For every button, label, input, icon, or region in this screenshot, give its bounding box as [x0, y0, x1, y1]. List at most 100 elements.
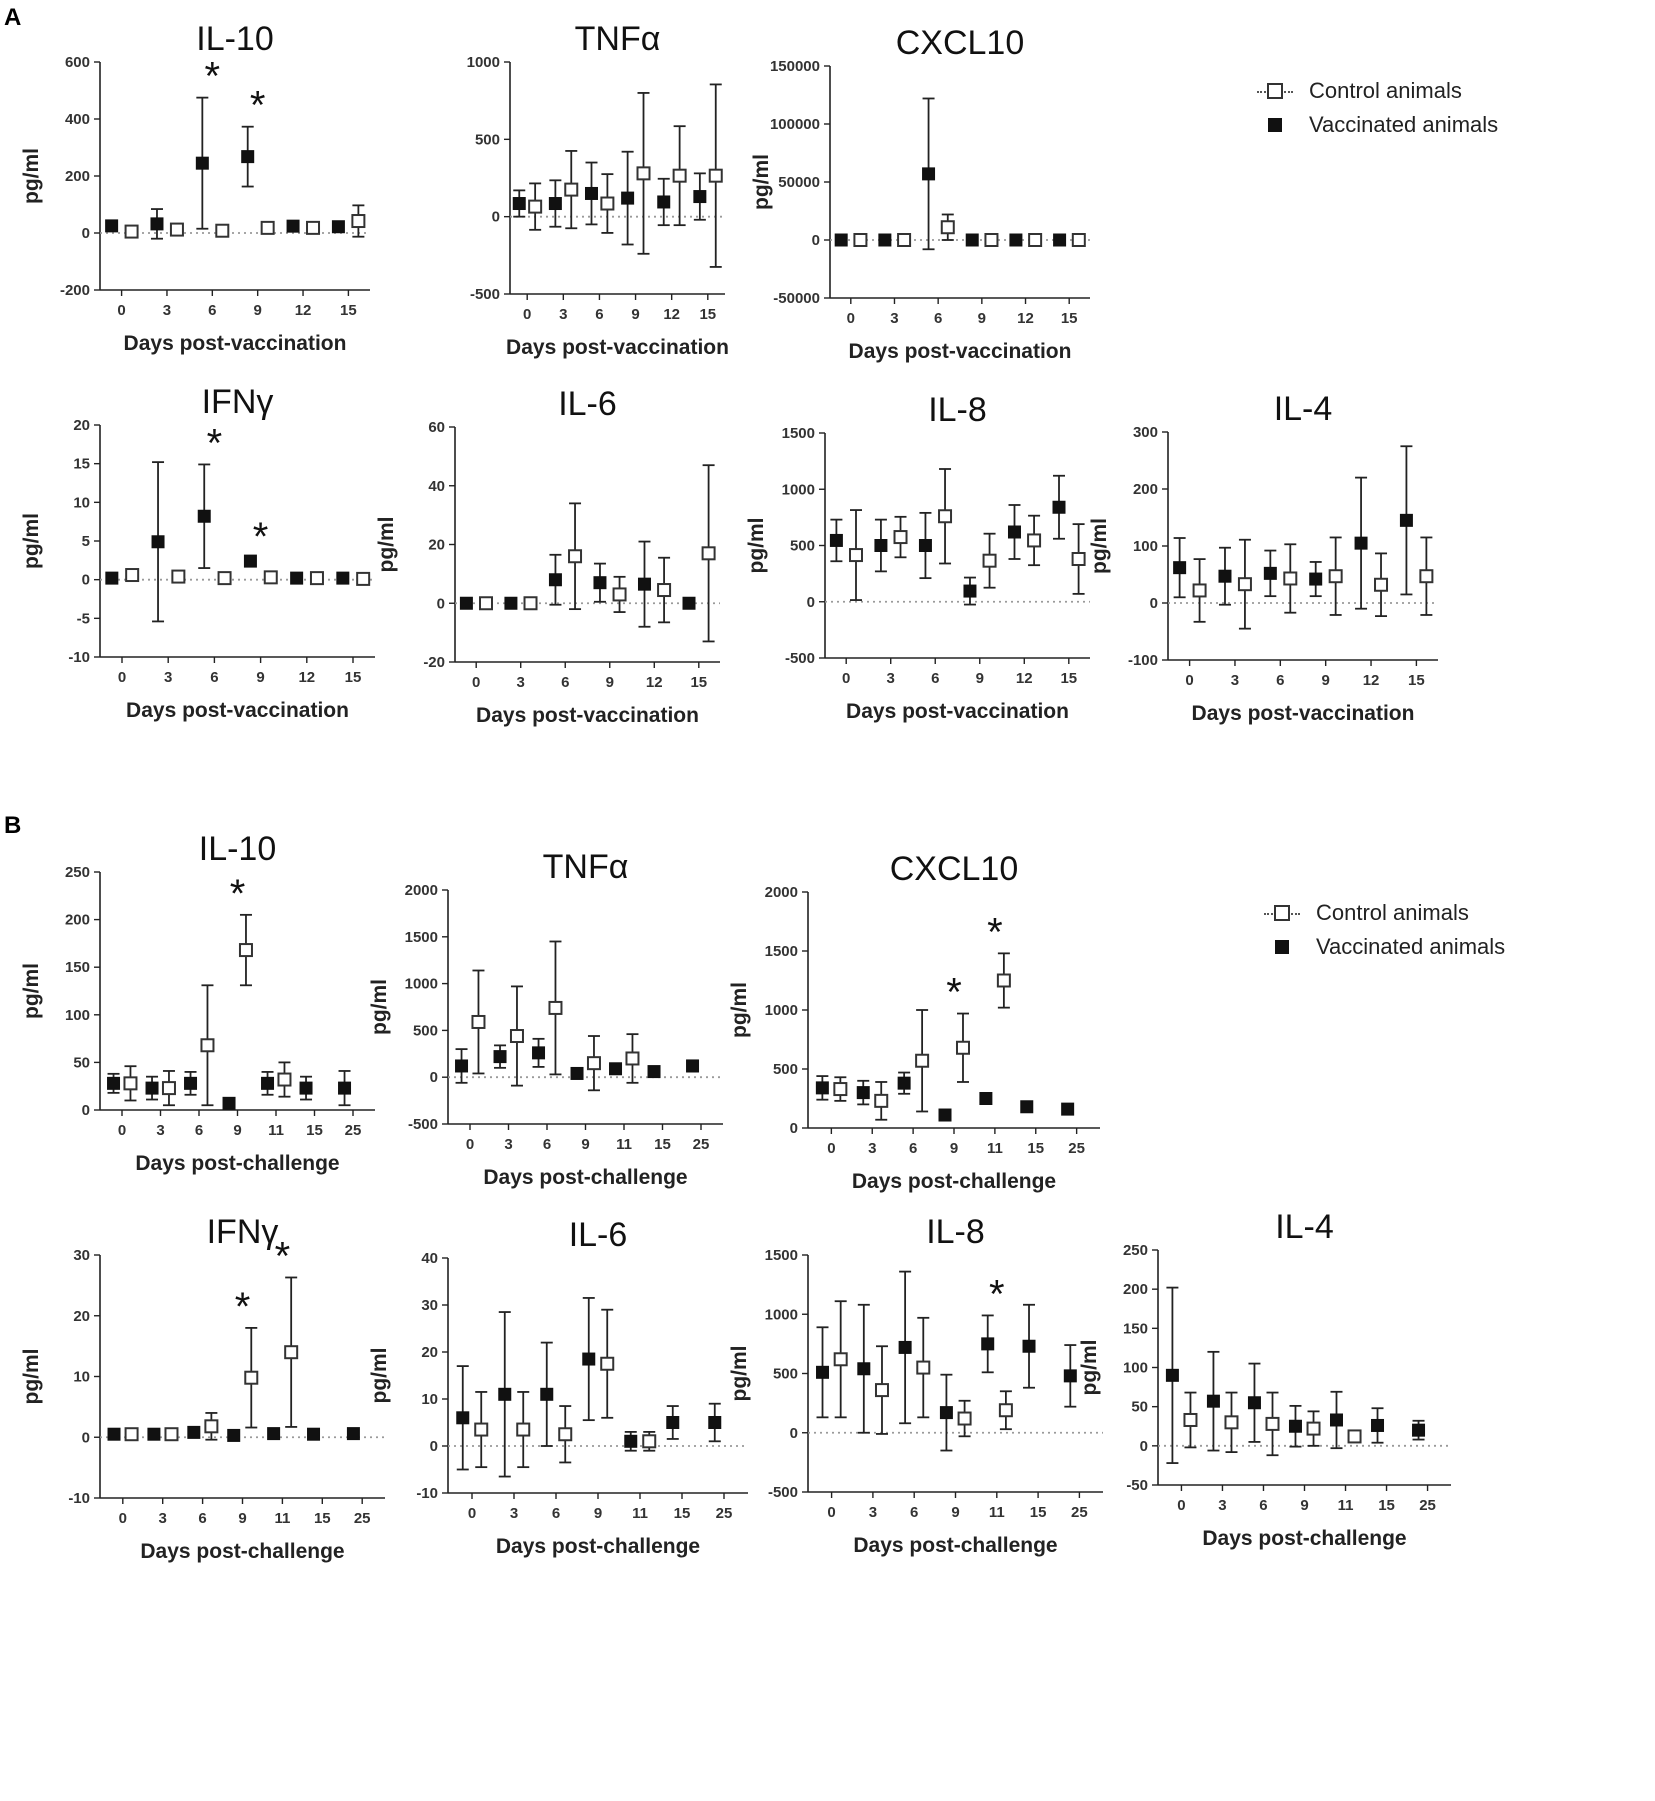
x-tick-label: 25: [354, 1510, 371, 1527]
x-axis-label: Days post-challenge: [135, 1152, 339, 1175]
control-point: [548, 1000, 563, 1015]
x-tick-label: 11: [989, 1504, 1005, 1521]
control-point: [897, 233, 912, 247]
x-tick-label: 3: [890, 310, 898, 327]
x-tick-label: 6: [1276, 672, 1284, 689]
x-tick-label: 0: [466, 1136, 474, 1153]
chart-b-il10: IL-10 0 50 100 150 200 250 0 3 6 9 11 15 25 Days post-…: [20, 830, 375, 1175]
x-tick-label: 15: [1027, 1140, 1044, 1157]
control-point: [625, 1051, 640, 1066]
y-tick-label: -50000: [773, 290, 820, 307]
y-tick-label: 0: [430, 1069, 438, 1086]
vaccinated-point: [939, 1406, 953, 1420]
control-point: [1306, 1421, 1321, 1436]
control-point: [982, 553, 997, 568]
x-axis-label: Days post-vaccination: [846, 700, 1069, 723]
x-tick-label: 9: [254, 302, 262, 319]
y-tick-label: 100000: [770, 116, 820, 133]
x-axis-label: Days post-vaccination: [1192, 702, 1415, 725]
y-tick-label: 1000: [765, 1306, 798, 1323]
x-tick-label: 9: [976, 670, 984, 687]
chart-a-ifng: IFNγ -10 -5 0 5 10 15 20 0 3 6 9 12 15 Days post-vacci…: [20, 383, 375, 722]
control-point: [1419, 569, 1434, 584]
legend-label-control: Control animals: [1316, 900, 1469, 925]
y-axis-label: pg/ml: [745, 518, 768, 574]
vaccinated-point: [147, 1427, 161, 1441]
y-tick-label: 100: [1133, 538, 1158, 555]
vaccinated-point: [834, 233, 848, 247]
x-tick-label: 0: [523, 306, 531, 323]
vaccinated-point: [540, 1387, 554, 1401]
y-tick-label: 250: [1123, 1242, 1148, 1259]
chart-a-il10: IL-10 -200 0 200 400 600 0 3 6 9 12 15 Days post-vac…: [20, 20, 370, 355]
vaccinated-point: [336, 571, 350, 585]
control-point: [1027, 533, 1042, 548]
control-point: [217, 571, 232, 586]
control-marker-icon: [1262, 905, 1302, 921]
control-point: [124, 1427, 139, 1442]
x-tick-label: 6: [198, 1510, 206, 1527]
x-tick-label: 3: [163, 302, 171, 319]
y-tick-label: 500: [413, 1022, 438, 1039]
vaccinated-point: [856, 1086, 870, 1100]
control-point: [263, 570, 278, 585]
vaccinated-point: [1206, 1394, 1220, 1408]
x-tick-label: 11: [632, 1505, 648, 1522]
control-point: [874, 1383, 889, 1398]
x-tick-label: 11: [268, 1122, 284, 1139]
chart-b-ifng: IFNγ -10 0 10 20 30 0 3 6 9 11 15 25 Days post-challe…: [20, 1213, 385, 1563]
y-tick-label: 50: [1131, 1399, 1148, 1416]
vaccinated-point: [241, 150, 255, 164]
y-tick-label: 30: [73, 1247, 90, 1264]
vaccinated-point: [1053, 233, 1067, 247]
vaccinated-point: [637, 577, 651, 591]
x-tick-label: 0: [468, 1505, 476, 1522]
x-tick-label: 15: [314, 1510, 331, 1527]
y-tick-label: 0: [82, 1102, 90, 1119]
y-tick-label: 100: [65, 1007, 90, 1024]
vaccinated-point: [498, 1387, 512, 1401]
significance-star: *: [205, 55, 221, 99]
y-tick-label: 400: [65, 111, 90, 128]
y-tick-label: 200: [1133, 481, 1158, 498]
vaccinated-point: [1063, 1369, 1077, 1383]
vaccinated-point: [290, 571, 304, 585]
significance-star: *: [253, 515, 269, 559]
y-tick-label: 0: [82, 572, 90, 589]
vaccinated-point: [455, 1059, 469, 1073]
x-tick-label: 3: [159, 1510, 167, 1527]
control-point: [200, 1038, 215, 1053]
vaccinated-point: [922, 167, 936, 181]
vaccinated-point: [918, 539, 932, 552]
x-axis-label: Days post-vaccination: [849, 340, 1072, 363]
vaccinated-point: [243, 554, 257, 568]
control-point: [833, 1082, 848, 1097]
control-point: [957, 1411, 972, 1426]
control-point: [893, 530, 908, 545]
x-axis-label: Days post-vaccination: [126, 699, 349, 722]
y-tick-label: 250: [65, 864, 90, 881]
y-tick-label: 500: [790, 538, 815, 555]
vaccinated-marker-icon: [1255, 118, 1295, 132]
vaccinated-point: [187, 1425, 201, 1439]
vaccinated-point: [1007, 525, 1021, 539]
vaccinated-point: [963, 584, 977, 598]
y-axis-label: pg/ml: [368, 1348, 391, 1404]
panel-label-a: A: [4, 4, 22, 31]
x-tick-label: 25: [345, 1122, 362, 1139]
y-axis-label: pg/ml: [20, 513, 43, 569]
x-tick-label: 15: [699, 306, 716, 323]
control-point: [916, 1360, 931, 1375]
vaccinated-point: [504, 596, 518, 610]
vaccinated-point: [346, 1427, 360, 1441]
x-tick-label: 9: [594, 1505, 602, 1522]
legend-b: Control animals Vaccinated animals: [1262, 896, 1505, 964]
y-tick-label: 1500: [765, 1247, 798, 1264]
control-point: [161, 1081, 176, 1096]
control-point: [612, 587, 627, 602]
control-point: [123, 1076, 138, 1091]
control-point: [915, 1053, 930, 1068]
vaccinated-point: [184, 1076, 198, 1090]
control-point: [1328, 569, 1343, 584]
control-point: [998, 1403, 1013, 1418]
